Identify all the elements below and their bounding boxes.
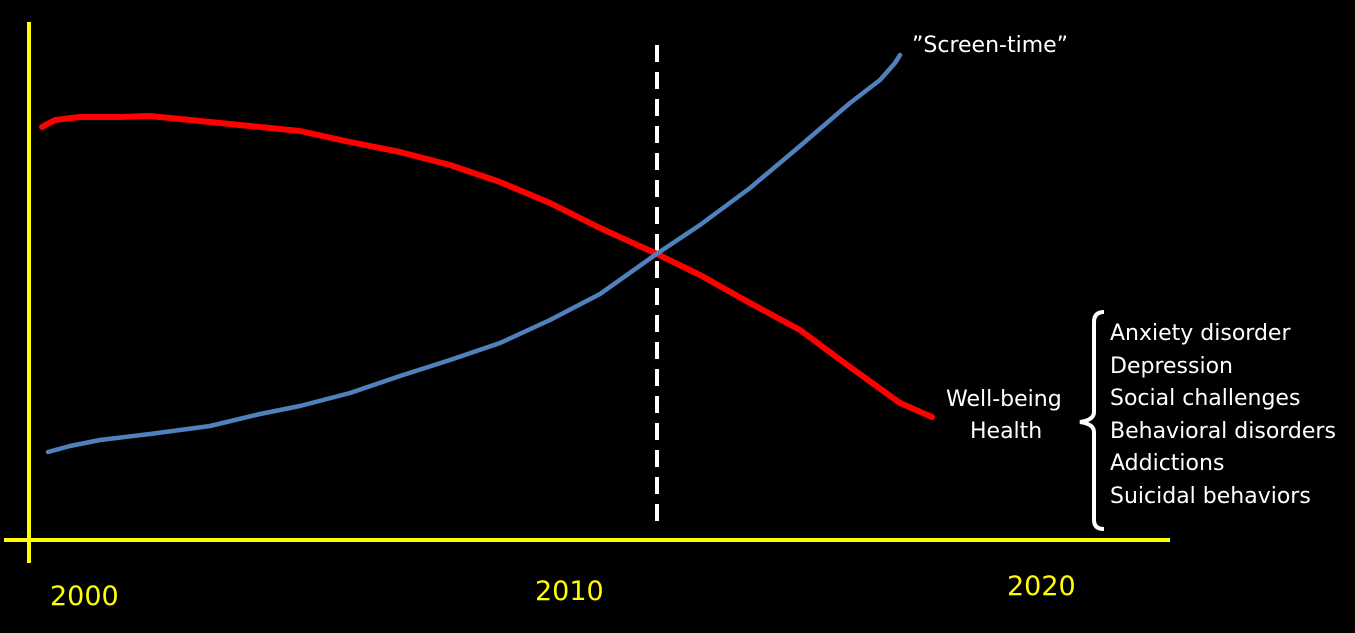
condition-item: Anxiety disorder [1110,321,1291,346]
health-label: Health [970,419,1043,444]
condition-bracket [1079,310,1105,531]
condition-item: Depression [1110,353,1233,379]
wellbeing-label: Well-being [946,387,1062,412]
condition-item: Addictions [1110,451,1225,476]
screen-time-label: ”Screen-time” [912,33,1069,58]
x-tick-2020: 2020 [1007,571,1076,602]
condition-item: Behavioral disorders [1110,418,1336,444]
screen-time-line [45,52,903,455]
condition-item: Suicidal behaviors [1110,483,1311,509]
wellbeing-line [39,113,935,420]
x-tick-2010: 2010 [535,576,604,607]
conditions-list: Anxiety disorder Depression Social chall… [1110,321,1336,516]
x-tick-2000: 2000 [50,581,119,612]
condition-item: Social challenges [1110,386,1301,411]
